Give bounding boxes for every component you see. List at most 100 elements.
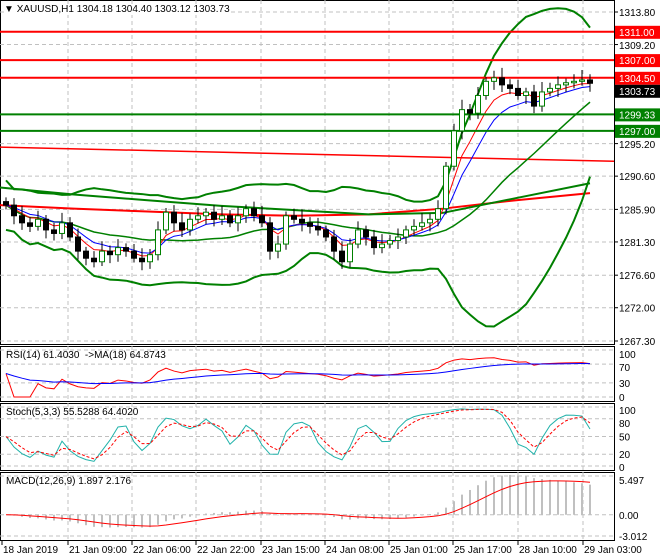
x-tick-label: 23 Jan 15:00 <box>262 545 320 556</box>
candle <box>275 243 281 252</box>
candle <box>507 84 513 89</box>
candle <box>203 211 209 217</box>
bollinger-upper <box>5 7 591 203</box>
candle <box>131 250 137 259</box>
y-tick-label: 1281.30 <box>619 238 656 249</box>
candle <box>75 236 81 252</box>
candle <box>323 229 329 238</box>
y-tick-label: 1309.20 <box>619 41 656 52</box>
current-price-label: 1303.73 <box>619 87 656 98</box>
bollinger-lower <box>5 176 591 328</box>
candle <box>339 250 345 263</box>
stoch-signal-line <box>5 408 591 460</box>
candle <box>515 87 521 96</box>
level-label-bg <box>615 25 660 39</box>
candle <box>211 211 217 220</box>
y-tick-label: 1295.20 <box>619 140 656 151</box>
candle <box>371 236 377 249</box>
y-tick-label: -3.012 <box>619 532 648 543</box>
y-tick-label: 1267.30 <box>619 337 656 348</box>
bollinger-middle <box>5 101 591 242</box>
candle <box>219 215 225 220</box>
level-label-bg <box>615 108 660 122</box>
y-tick-label: 100 <box>619 406 636 417</box>
candle <box>299 218 305 224</box>
candle <box>331 236 337 252</box>
rsi-ma-line <box>5 363 591 385</box>
y-tick-label: 30 <box>619 379 631 390</box>
level-label: 1299.33 <box>619 110 656 121</box>
candle <box>163 211 169 231</box>
candle <box>491 77 497 82</box>
symbol-header: ▼ XAUUSD,H1 1304.18 1304.40 1303.12 1303… <box>4 4 230 15</box>
y-tick-label: 0 <box>619 463 625 474</box>
pane-frame <box>0 0 615 345</box>
y-tick-label: 1285.90 <box>619 205 656 216</box>
y-tick-label: 80 <box>619 419 631 430</box>
x-tick-label: 18 Jan 2019 <box>3 545 58 556</box>
candle <box>563 82 569 86</box>
candle <box>347 243 353 263</box>
candle <box>547 87 553 93</box>
candle <box>139 257 145 263</box>
candle <box>539 91 545 107</box>
candle <box>59 222 65 234</box>
current-price-label-bg <box>615 84 660 98</box>
level-label-bg <box>615 71 660 85</box>
candle <box>443 165 449 210</box>
level-label-bg <box>615 124 660 138</box>
y-tick-label: 5.497 <box>619 476 644 487</box>
level-label-bg <box>615 54 660 68</box>
candle <box>531 91 537 107</box>
x-tick-label: 24 Jan 08:00 <box>326 545 384 556</box>
candle <box>483 80 489 96</box>
candle <box>587 79 593 84</box>
candle <box>571 80 577 84</box>
y-tick-label: 1313.80 <box>619 8 656 19</box>
candle <box>435 208 441 220</box>
candle <box>419 222 425 227</box>
ohlc-readout: 1304.18 1304.40 1303.12 1303.73 <box>76 4 230 15</box>
candle <box>147 254 153 263</box>
trend-line <box>0 146 615 163</box>
level-label: 1307.00 <box>619 56 656 67</box>
pane-frame <box>0 346 615 402</box>
dropdown-triangle-icon[interactable]: ▼ <box>4 4 14 15</box>
y-tick-label: 70 <box>619 363 631 374</box>
candle <box>291 215 297 220</box>
candle <box>179 222 185 231</box>
candle <box>403 229 409 238</box>
x-tick-label: 28 Jan 10:00 <box>519 545 577 556</box>
y-tick-label: 100 <box>619 350 636 361</box>
y-tick-label: 1290.60 <box>619 172 656 183</box>
x-tick-label: 22 Jan 06:00 <box>133 545 191 556</box>
candle <box>155 229 161 256</box>
x-tick-label: 21 Jan 09:00 <box>69 545 127 556</box>
candle <box>123 247 129 252</box>
candle <box>171 211 177 224</box>
candle <box>579 79 585 82</box>
symbol-label: XAUUSD,H1 <box>16 4 74 15</box>
candle <box>51 229 57 234</box>
candle <box>451 130 457 167</box>
macd-signal-line <box>5 480 591 527</box>
level-label: 1311.00 <box>619 28 655 39</box>
rsi-title: RSI(14) 61.4030 ->MA(18) 64.8743 <box>6 350 166 361</box>
candle <box>315 225 321 231</box>
candle <box>99 250 105 263</box>
y-tick-label: 50 <box>619 433 631 444</box>
candle <box>107 250 113 256</box>
candle <box>67 222 73 238</box>
candle <box>355 229 361 245</box>
x-tick-label: 25 Jan 17:00 <box>454 545 512 556</box>
y-tick-label: 1272.00 <box>619 304 656 315</box>
candle <box>3 201 9 206</box>
candle <box>411 225 417 231</box>
y-tick-label: 0 <box>619 393 625 404</box>
candle <box>387 240 393 245</box>
long-ma-green <box>0 182 591 216</box>
candle <box>235 215 241 224</box>
candle <box>427 218 433 224</box>
